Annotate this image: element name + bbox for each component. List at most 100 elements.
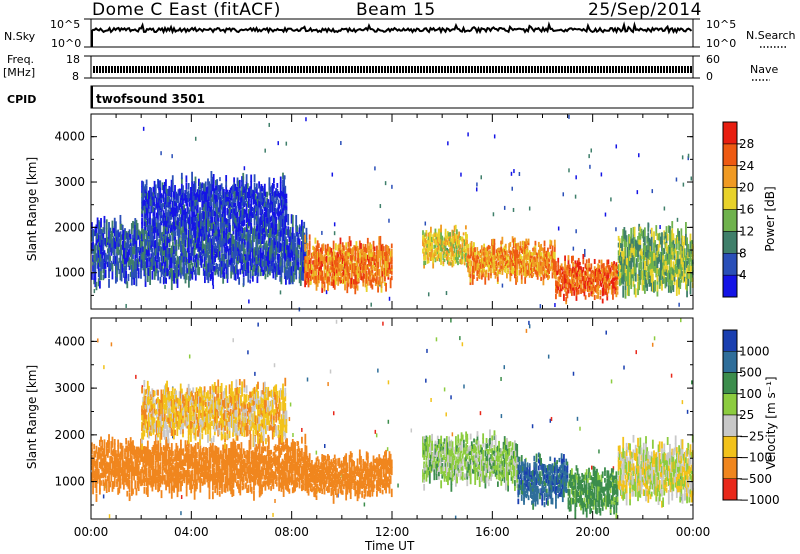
data-cell — [365, 253, 368, 259]
data-cell — [258, 250, 261, 255]
data-cell — [243, 212, 246, 219]
data-cell — [682, 249, 685, 258]
data-cell — [271, 201, 274, 209]
data-cell — [225, 245, 228, 254]
data-cell — [257, 202, 259, 210]
data-cell — [517, 242, 520, 247]
nsky-tick-high: 10^5 — [50, 18, 81, 31]
data-cell — [129, 264, 132, 270]
data-cell — [287, 267, 290, 279]
data-cell — [645, 245, 647, 252]
data-cell — [599, 273, 602, 277]
data-cell — [205, 210, 208, 219]
data-cell — [510, 258, 513, 262]
data-cell — [127, 259, 130, 267]
data-cell — [225, 199, 228, 207]
data-cell — [174, 231, 177, 237]
data-cell — [377, 261, 379, 269]
data-cell — [202, 271, 205, 276]
data-cell — [266, 207, 268, 213]
data-cell — [309, 275, 312, 282]
data-cell — [237, 195, 240, 203]
data-cell — [273, 192, 275, 198]
data-cell — [138, 234, 141, 241]
data-cell — [129, 251, 132, 257]
data-cell — [239, 225, 242, 232]
data-cell — [504, 265, 507, 270]
data-cell — [448, 249, 450, 254]
data-cell — [564, 278, 566, 284]
data-cell — [170, 256, 173, 268]
data-cell — [119, 262, 122, 272]
scatter-cell — [503, 365, 506, 370]
data-cell — [602, 274, 605, 281]
data-cell — [671, 252, 674, 260]
data-cell — [551, 265, 554, 272]
data-cell — [467, 260, 470, 265]
data-cell — [380, 281, 383, 289]
data-cell — [193, 262, 196, 267]
data-cell — [657, 249, 660, 257]
data-cell — [233, 191, 236, 197]
data-cell — [226, 269, 229, 275]
data-cell — [122, 248, 125, 259]
data-cell — [670, 278, 672, 287]
data-cell — [387, 267, 390, 274]
data-cell — [206, 234, 209, 243]
data-cell — [96, 472, 99, 479]
data-cell — [681, 257, 684, 263]
data-cell — [155, 202, 158, 209]
data-cell — [283, 204, 286, 211]
data-cell — [260, 197, 263, 205]
data-cell — [96, 217, 99, 224]
data-cell — [182, 185, 184, 194]
data-cell — [588, 266, 590, 272]
data-cell — [605, 281, 608, 288]
data-cell — [280, 214, 283, 220]
data-cell — [296, 258, 299, 266]
scatter-cell — [638, 153, 640, 158]
data-cell — [442, 256, 445, 261]
data-cell — [157, 270, 159, 281]
data-cell — [620, 243, 622, 249]
data-cell — [101, 451, 104, 457]
data-cell — [328, 280, 330, 286]
data-cell — [568, 279, 571, 283]
data-cell — [257, 265, 260, 273]
data-cell — [387, 246, 390, 252]
scatter-cell — [678, 302, 680, 307]
data-cell — [669, 226, 671, 234]
data-cell — [261, 218, 264, 224]
data-cell — [467, 253, 470, 258]
data-cell — [535, 264, 538, 268]
data-cell — [274, 211, 276, 219]
scatter-cell — [454, 515, 457, 520]
data-cell — [521, 240, 524, 245]
data-cell — [243, 262, 246, 269]
data-cell — [609, 273, 612, 277]
data-cell — [258, 231, 261, 239]
velocity-data — [91, 318, 694, 520]
scatter-cell — [651, 189, 654, 194]
data-cell — [494, 275, 497, 279]
data-cell — [169, 187, 172, 193]
data-cell — [202, 200, 205, 208]
data-cell — [426, 258, 429, 264]
data-cell — [307, 256, 310, 263]
data-cell — [157, 193, 159, 203]
nave-label: Nave — [750, 63, 779, 76]
data-cell — [592, 290, 595, 295]
data-cell — [332, 240, 335, 250]
data-cell — [662, 247, 665, 256]
data-cell — [436, 257, 439, 262]
data-cell — [134, 248, 137, 256]
data-cell — [237, 250, 239, 256]
data-cell — [158, 256, 161, 264]
data-cell — [534, 247, 537, 253]
data-cell — [500, 265, 503, 270]
data-cell — [436, 250, 439, 255]
data-cell — [248, 247, 251, 255]
data-cell — [230, 271, 233, 279]
data-cell — [127, 241, 130, 249]
data-cell — [268, 188, 271, 196]
